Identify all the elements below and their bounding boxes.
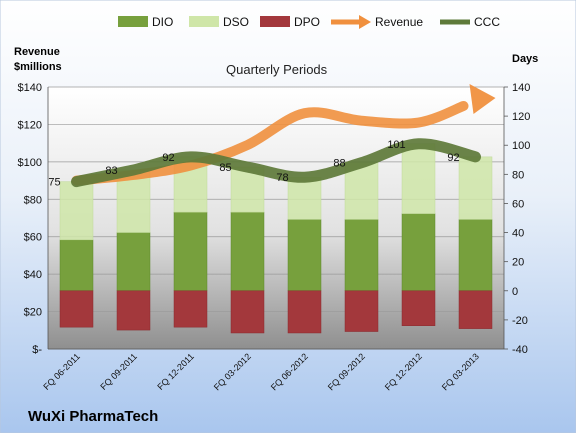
right-tick-label: -40 [512, 344, 528, 356]
bar-dio [173, 211, 208, 292]
bar-dio [287, 219, 322, 292]
bar-dpo [287, 290, 322, 334]
ccc-data-label: 78 [276, 172, 288, 184]
ccc-data-label: 92 [447, 152, 459, 164]
bar-series [59, 143, 493, 334]
company-name: WuXi PharmaTech [28, 408, 158, 425]
right-tick-label: 120 [512, 111, 530, 123]
legend-label: DSO [223, 15, 249, 29]
left-tick-label: $100 [18, 157, 42, 169]
legend-label: DPO [294, 15, 320, 29]
ccc-data-label: 83 [105, 165, 117, 177]
ccc-data-label: 101 [387, 139, 405, 151]
bar-dso [59, 181, 94, 241]
bar-dso [401, 143, 436, 214]
bar-dio [59, 239, 94, 292]
right-axis-label: Days [512, 53, 538, 65]
ccc-data-label: 92 [162, 152, 174, 164]
left-axis-label-line2: $millions [14, 61, 62, 73]
legend: DIO DSO DPO Revenue CCC [118, 15, 500, 29]
left-tick-label: $60 [24, 232, 42, 244]
right-tick-label: 80 [512, 169, 524, 181]
bar-dso [287, 176, 322, 220]
data-labels: 75 83 92 85 78 88 101 92 [48, 139, 459, 189]
right-tick-label: 100 [512, 140, 530, 152]
right-tick-label: 40 [512, 228, 524, 240]
bar-dpo [344, 290, 379, 332]
ccc-data-label: 75 [48, 177, 60, 189]
chart-subtitle: Quarterly Periods [226, 62, 328, 77]
left-tick-label: $40 [24, 269, 42, 281]
legend-label: CCC [474, 15, 500, 29]
legend-swatch-dpo [260, 16, 290, 27]
bar-dio [116, 232, 151, 292]
bar-dpo [230, 290, 265, 334]
bar-dpo [59, 290, 94, 328]
bar-dio [344, 219, 379, 292]
right-tick-label: 20 [512, 257, 524, 269]
left-tick-label: $20 [24, 307, 42, 319]
legend-label: DIO [152, 15, 173, 29]
bar-dio [401, 213, 436, 292]
ccc-data-label: 88 [333, 158, 345, 170]
bar-dpo [173, 290, 208, 328]
right-tick-label: 140 [512, 82, 530, 94]
right-tick-label: -20 [512, 315, 528, 327]
bar-dio [458, 219, 493, 292]
bar-dso [344, 162, 379, 220]
legend-label: Revenue [375, 15, 423, 29]
line-series [71, 83, 496, 188]
left-tick-label: $- [32, 344, 42, 356]
legend-arrowhead [359, 15, 371, 29]
left-axis-label-line1: Revenue [14, 46, 60, 58]
bar-dpo [116, 290, 151, 331]
ccc-data-label: 85 [219, 162, 231, 174]
bar-dpo [401, 290, 436, 326]
left-tick-label: $120 [18, 119, 42, 131]
ccc-line [71, 138, 481, 188]
legend-swatch-dso [189, 16, 219, 27]
bar-dpo [458, 290, 493, 329]
revenue-arrowhead [469, 83, 496, 114]
right-tick-label: 60 [512, 198, 524, 210]
left-tick-label: $80 [24, 194, 42, 206]
bar-dio [230, 211, 265, 292]
right-tick-label: 0 [512, 286, 518, 298]
bar-dso [458, 156, 493, 220]
legend-swatch-dio [118, 16, 148, 27]
left-tick-label: $140 [18, 82, 42, 94]
